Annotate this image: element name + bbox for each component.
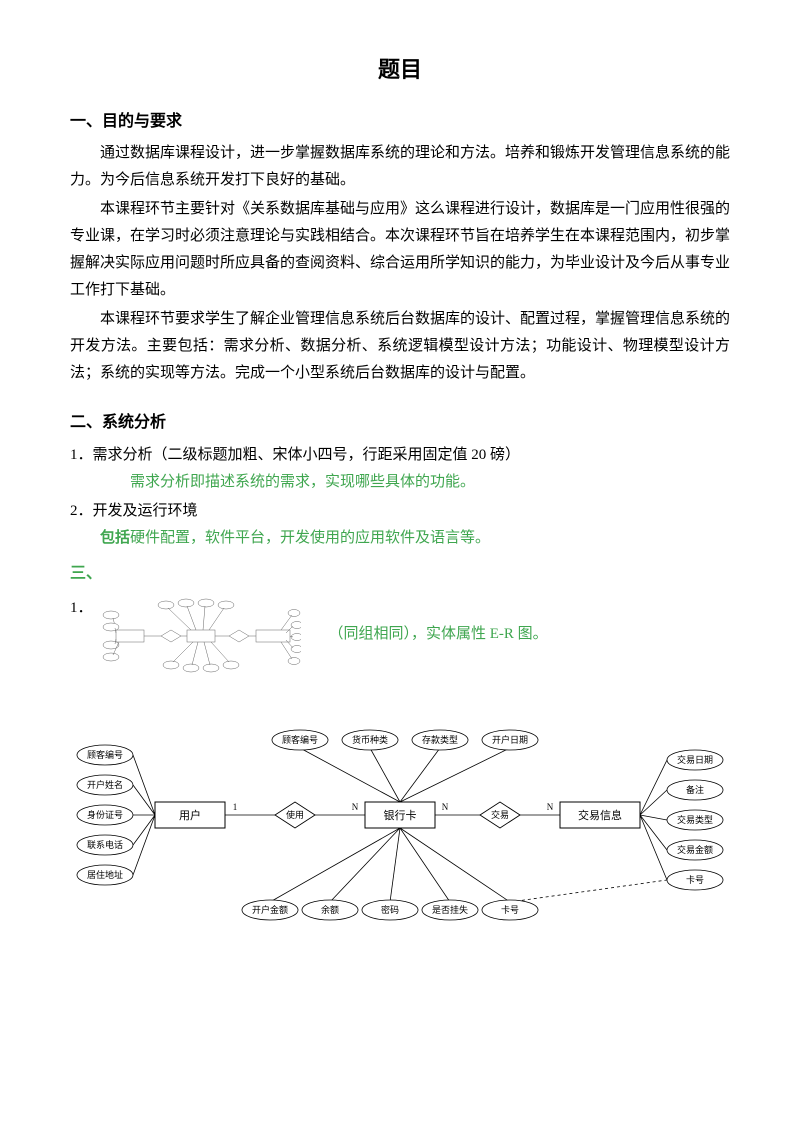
svg-text:卡号: 卡号: [686, 874, 704, 885]
svg-text:备注: 备注: [686, 784, 704, 795]
section2-note2: 包括硬件配置，软件平台，开发使用的应用软件及语言等。: [100, 525, 730, 552]
svg-text:交易: 交易: [491, 809, 509, 820]
svg-text:用户: 用户: [179, 808, 201, 822]
svg-text:开户金额: 开户金额: [252, 904, 288, 915]
section3-note1: （同组相同），实体属性 E-R 图。: [329, 621, 548, 648]
svg-text:居住地址: 居住地址: [87, 869, 123, 880]
section2-item1: 1．需求分析（二级标题加粗、宋体小四号，行距采用固定值 20 磅）: [70, 442, 730, 469]
section1-p2: 本课程环节主要针对《关系数据库基础与应用》这么课程进行设计，数据库是一门应用性很…: [70, 196, 730, 304]
section2-note2-rest: 硬件配置，软件平台，开发使用的应用软件及语言等。: [130, 530, 490, 546]
svg-text:是否挂失: 是否挂失: [432, 904, 468, 915]
svg-text:顾客编号: 顾客编号: [282, 734, 318, 745]
svg-text:交易类型: 交易类型: [677, 814, 713, 825]
section3-item1: 1．: [70, 595, 93, 622]
svg-text:密码: 密码: [381, 904, 399, 915]
section2-note1: 需求分析即描述系统的需求，实现哪些具体的功能。: [130, 469, 730, 496]
page-title: 题目: [70, 50, 730, 90]
svg-text:使用: 使用: [286, 809, 304, 820]
svg-text:货币种类: 货币种类: [352, 734, 388, 745]
section1-p1: 通过数据库课程设计，进一步掌握数据库系统的理论和方法。培养和锻炼开发管理信息系统…: [70, 140, 730, 194]
svg-text:开户日期: 开户日期: [492, 734, 528, 745]
section1-heading: 一、目的与要求: [70, 108, 730, 137]
section2-heading: 二、系统分析: [70, 409, 730, 438]
svg-text:余额: 余额: [321, 904, 339, 915]
svg-text:N: N: [547, 802, 554, 812]
section2-note2-bold: 包括: [100, 530, 130, 546]
svg-text:1: 1: [233, 802, 238, 812]
svg-text:交易金额: 交易金额: [677, 844, 713, 855]
svg-text:身份证号: 身份证号: [87, 809, 123, 820]
section1-p3: 本课程环节要求学生了解企业管理信息系统后台数据库的设计、配置过程，掌握管理信息系…: [70, 306, 730, 387]
er-diagram: 顾客编号开户姓名身份证号联系电话居住地址 顾客编号 货币种类 存款类型 开户日期开户金额…: [70, 715, 730, 945]
svg-text:存款类型: 存款类型: [422, 734, 458, 745]
svg-text:银行卡: 银行卡: [384, 808, 417, 822]
section3-heading: 三、: [70, 560, 730, 589]
svg-text:卡号: 卡号: [501, 904, 519, 915]
svg-text:开户姓名: 开户姓名: [87, 779, 123, 790]
er-thumbnail: [101, 595, 301, 675]
svg-text:N: N: [442, 802, 449, 812]
svg-text:N: N: [352, 802, 359, 812]
svg-text:顾客编号: 顾客编号: [87, 749, 123, 760]
svg-text:交易日期: 交易日期: [677, 754, 713, 765]
svg-text:联系电话: 联系电话: [87, 839, 123, 850]
svg-text:交易信息: 交易信息: [578, 808, 622, 822]
section2-item2: 2．开发及运行环境: [70, 498, 730, 525]
